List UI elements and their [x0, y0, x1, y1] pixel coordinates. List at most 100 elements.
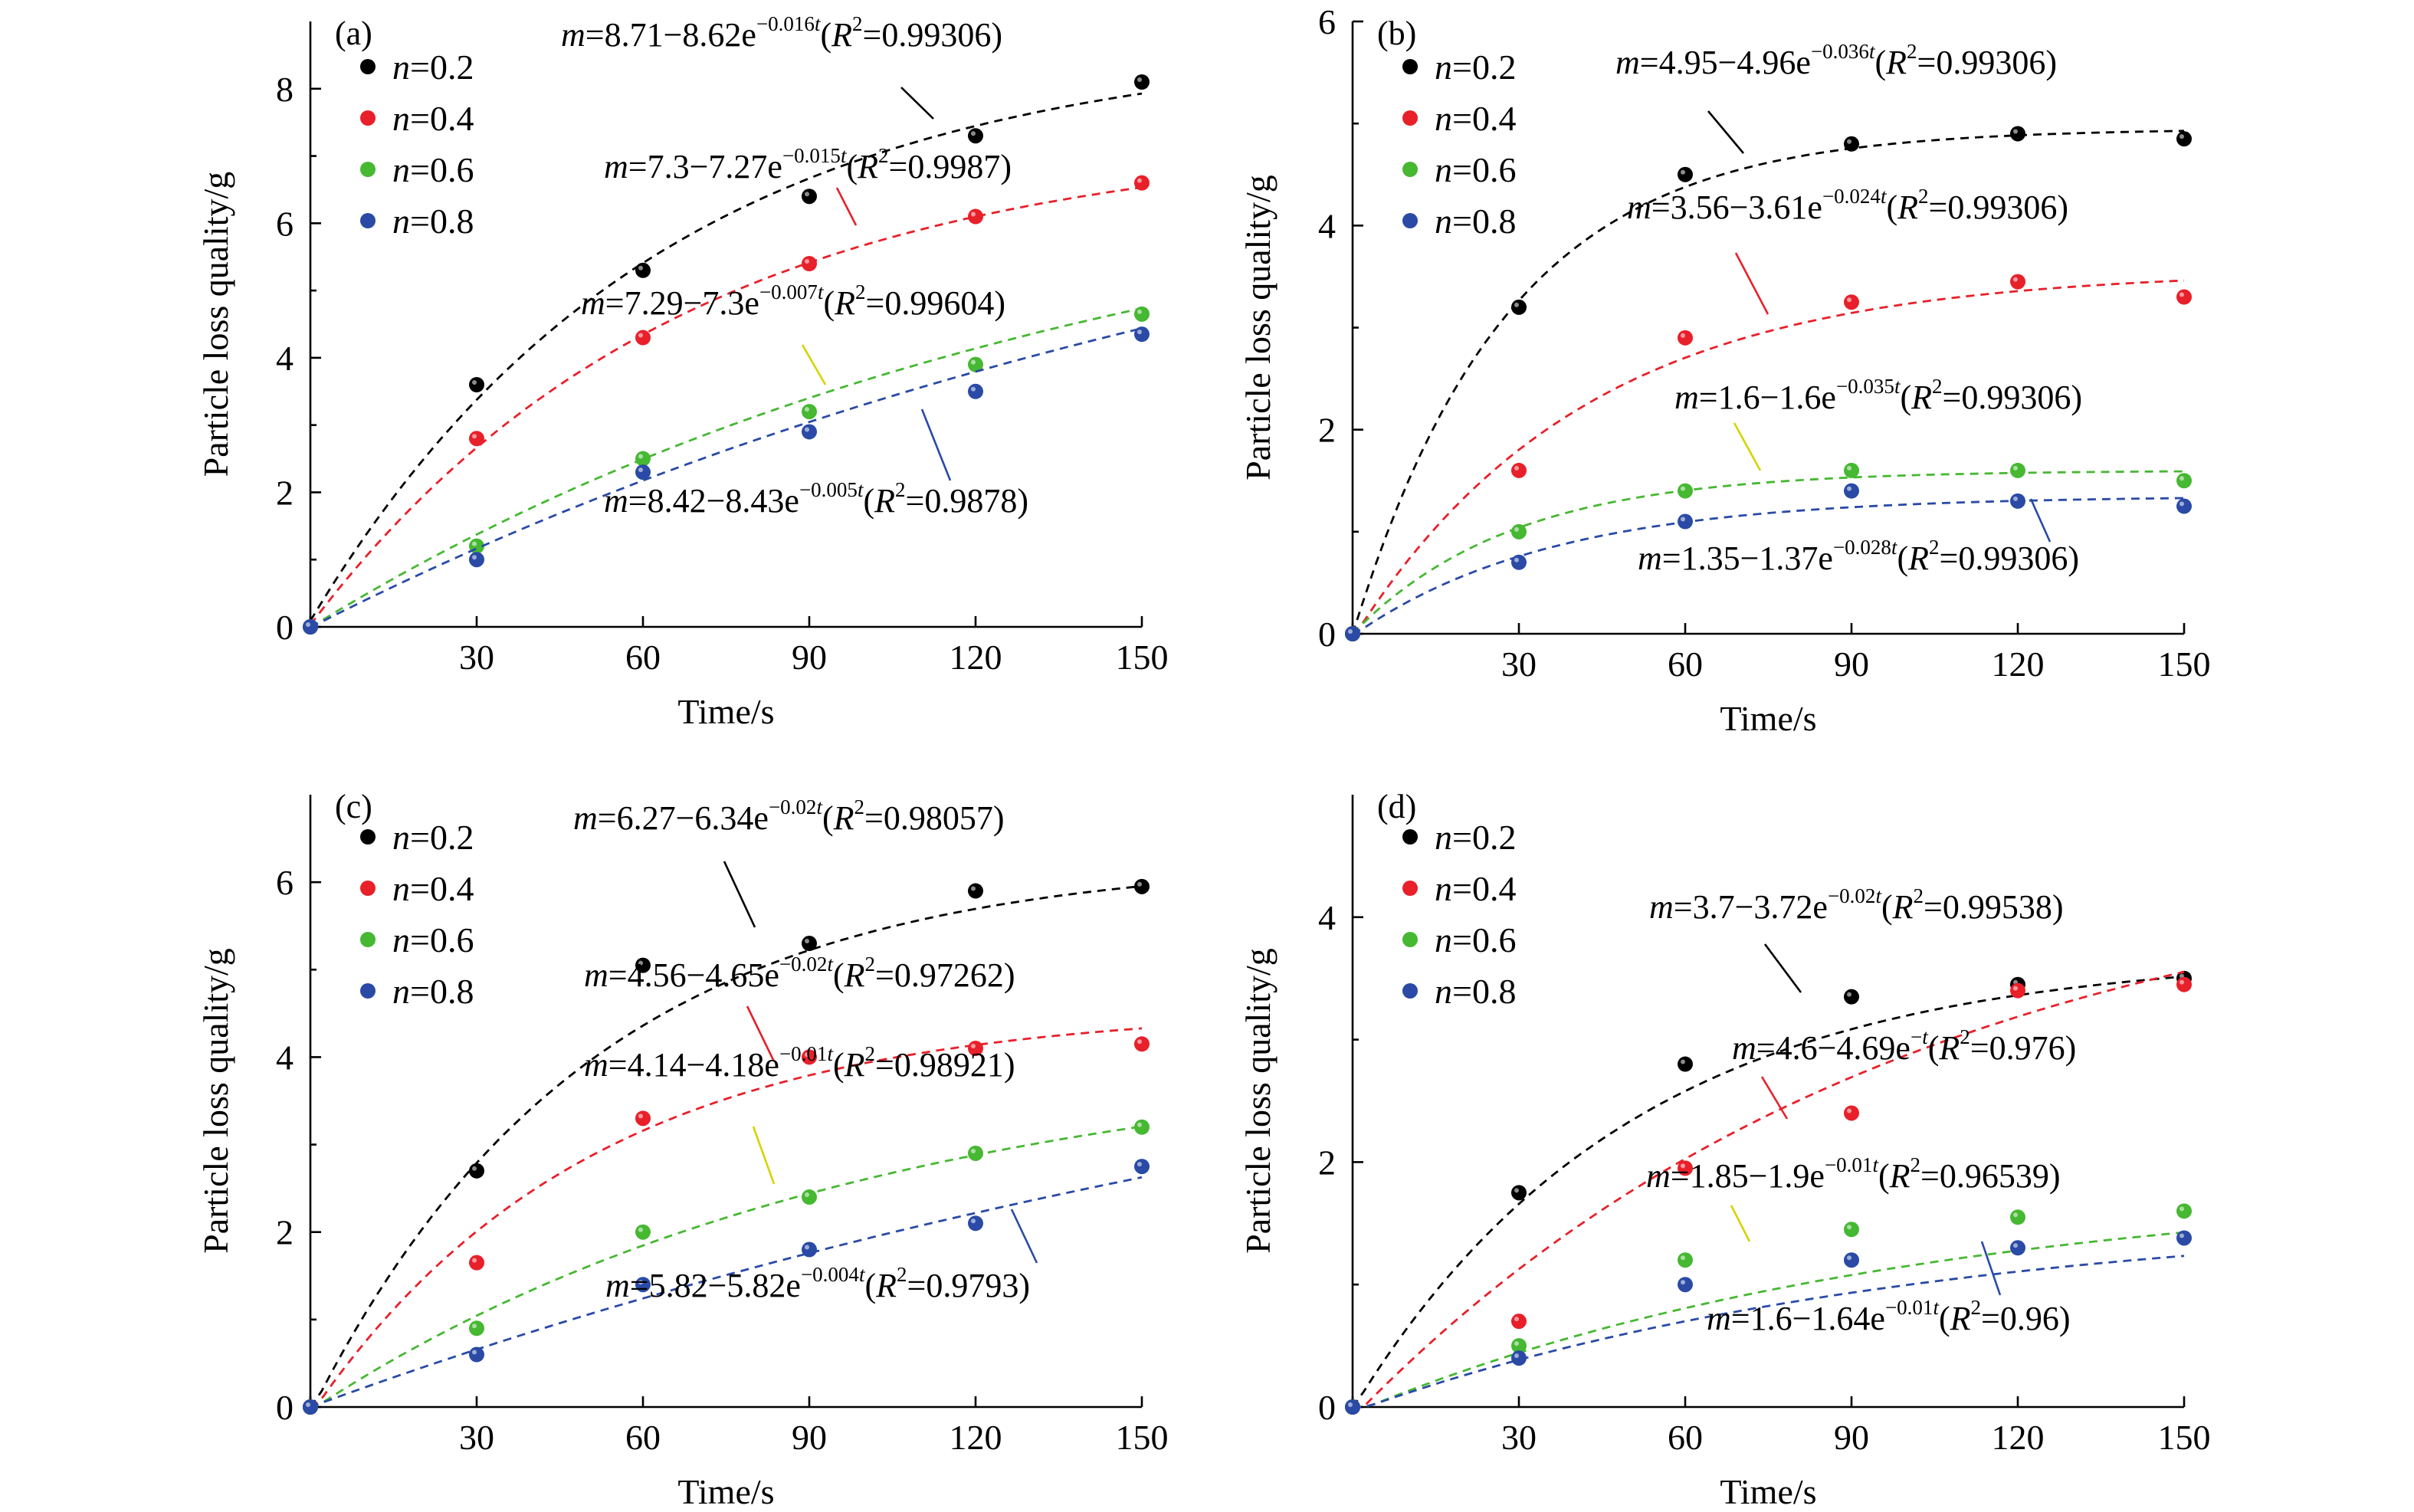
data-point-n-0.8: [469, 1346, 484, 1363]
legend-label-value: =0.8: [410, 202, 474, 241]
equation-m: m: [1707, 1300, 1731, 1337]
data-point-n-0.8: [1345, 1399, 1360, 1415]
fit-equation: m=3.56−3.61e−0.024t(R2=0.99306): [1627, 185, 2068, 226]
data-point-n-0.4: [968, 208, 983, 225]
equation-r-value: =0.99306): [1940, 540, 2079, 577]
equation-r-value: =0.96539): [1920, 1157, 2060, 1195]
data-point-n-0.2: [469, 1163, 484, 1179]
data-point-highlight: [1847, 1225, 1851, 1230]
equation-r: R: [831, 16, 852, 54]
y-tick-label: 4: [276, 1038, 294, 1077]
data-point-highlight: [472, 1166, 477, 1171]
data-point-n-0.2: [1678, 166, 1693, 182]
equation-body: =3.7−3.72e: [1674, 888, 1828, 926]
legend-label-text: n: [392, 48, 410, 87]
equation-r: R: [1911, 379, 1932, 416]
data-point-n-0.2: [968, 128, 983, 144]
legend-label-value: =0.4: [1452, 869, 1516, 908]
data-point-n-0.4: [1844, 1105, 1859, 1121]
data-point-n-0.2: [968, 883, 983, 899]
data-point-n-0.8: [802, 1241, 817, 1258]
equation-r-value: =0.99604): [866, 284, 1005, 322]
data-point-n-0.8: [2010, 493, 2025, 509]
data-point-n-0.8: [1844, 483, 1859, 499]
data-point-highlight: [2179, 292, 2184, 297]
equation-exponent-t: t: [1881, 185, 1888, 208]
legend-label: n=0.6: [1435, 920, 1516, 959]
data-point-n-0.4: [2010, 982, 2025, 999]
data-point-n-0.6: [1678, 1252, 1693, 1268]
x-tick-label: 60: [1668, 644, 1703, 684]
data-point-n-0.8: [469, 552, 484, 568]
equation-exponent: −0.007: [759, 280, 818, 303]
equation-m: m: [604, 148, 628, 185]
y-tick-label: 8: [276, 70, 294, 109]
fit-equation: m=4.56−4.65e−0.02t(R2=0.97262): [584, 953, 1015, 994]
equation-m: m: [1615, 44, 1640, 81]
equation-r-value: =0.99306): [1943, 379, 2082, 416]
equation-m: m: [584, 956, 608, 994]
legend-label-text: n: [392, 920, 410, 959]
equation-r-value: =0.99306): [863, 16, 1002, 54]
equation-paren: (: [833, 956, 845, 994]
data-point-n-0.6: [802, 1189, 817, 1205]
data-point-n-0.8: [2010, 1240, 2025, 1256]
equation-r-square: 2: [1918, 185, 1929, 208]
data-point-n-0.4: [2176, 976, 2192, 992]
data-point-highlight: [1514, 1353, 1519, 1359]
y-axis-title: Particle loss quality/g: [1238, 948, 1278, 1254]
legend-marker: [360, 213, 376, 228]
legend-label: n=0.6: [1435, 150, 1516, 189]
legend-marker: [360, 983, 376, 999]
equation-m: m: [1638, 540, 1662, 577]
equation-exponent: −0.004: [801, 1263, 859, 1286]
equation-leader: [752, 1126, 776, 1185]
equation-leader: [801, 344, 827, 385]
legend-label-value: =0.2: [410, 48, 474, 87]
data-point-n-0.6: [1134, 306, 1150, 322]
data-point-n-0.4: [1678, 330, 1693, 346]
equation-r-square: 2: [1960, 1025, 1970, 1048]
legend-label: n=0.8: [1435, 972, 1516, 1011]
data-point-highlight: [1681, 169, 1685, 175]
equation-exponent-t: t: [818, 280, 825, 303]
data-point-n-0.8: [1511, 554, 1527, 570]
data-point-n-0.4: [469, 1255, 484, 1271]
equation-r-value: =0.9987): [889, 148, 1012, 185]
data-point-n-0.4: [1511, 1314, 1527, 1330]
equation-exponent: −0.02: [1828, 884, 1875, 907]
data-point-highlight: [1137, 881, 1142, 887]
equation-exponent-t: t: [815, 12, 822, 35]
equation-r-value: =0.99306): [1917, 44, 2057, 81]
data-point-n-0.6: [1134, 1119, 1150, 1135]
data-point-highlight: [971, 359, 976, 365]
data-point-highlight: [2179, 476, 2184, 481]
equation-exponent: −0.02: [779, 953, 827, 976]
data-point-highlight: [971, 1148, 976, 1153]
equation-m: m: [1649, 888, 1674, 926]
legend-label: n=0.4: [1435, 99, 1516, 138]
equation-r: R: [1885, 44, 1907, 81]
data-point-highlight: [2179, 501, 2184, 507]
legend-marker: [1402, 59, 1418, 74]
fit-curve-n-0.4: [309, 186, 1143, 626]
equation-paren: (: [1939, 1300, 1950, 1337]
x-axis-title: Time/s: [677, 692, 774, 731]
fit-curve-n-0.8: [1352, 497, 2185, 635]
x-tick-label: 120: [950, 638, 1002, 677]
data-point-highlight: [1681, 486, 1685, 491]
legend-label-text: n: [1435, 920, 1452, 959]
fit-curve-n-0.2: [309, 92, 1143, 622]
panel-d: 30 60 90 120 150 0 2 4 Time/s Particle loss quali…: [1238, 788, 2211, 1511]
legend-label-text: n: [392, 972, 410, 1011]
equation-body: =4.95−4.96e: [1640, 44, 1811, 81]
data-point-n-0.2: [1678, 1056, 1693, 1072]
data-point-highlight: [638, 1280, 643, 1285]
legend-label-value: =0.2: [1452, 48, 1516, 87]
data-point-highlight: [1514, 1317, 1519, 1322]
legend-label-text: n: [1435, 48, 1452, 87]
equation-r-value: =0.98057): [864, 799, 1004, 837]
y-tick-label: 6: [276, 204, 294, 243]
y-axis-title: Particle loss quality/g: [196, 172, 235, 477]
